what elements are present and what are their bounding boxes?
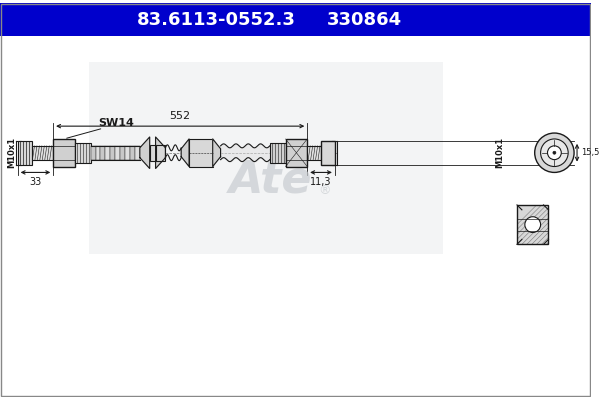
Circle shape xyxy=(547,146,561,160)
FancyBboxPatch shape xyxy=(130,146,135,160)
Text: SW14: SW14 xyxy=(98,118,134,128)
FancyBboxPatch shape xyxy=(125,146,130,160)
FancyBboxPatch shape xyxy=(53,139,75,166)
FancyBboxPatch shape xyxy=(149,145,155,161)
FancyBboxPatch shape xyxy=(100,146,106,160)
FancyBboxPatch shape xyxy=(32,146,53,160)
FancyBboxPatch shape xyxy=(115,146,120,160)
FancyBboxPatch shape xyxy=(321,141,335,164)
Text: M10x1: M10x1 xyxy=(496,137,505,168)
FancyBboxPatch shape xyxy=(110,146,115,160)
FancyBboxPatch shape xyxy=(89,62,443,254)
FancyBboxPatch shape xyxy=(517,205,548,244)
Text: 83.6113-0552.3: 83.6113-0552.3 xyxy=(137,11,296,29)
Polygon shape xyxy=(140,137,149,168)
Text: ®: ® xyxy=(319,184,331,197)
Text: M10x1: M10x1 xyxy=(7,137,16,168)
FancyBboxPatch shape xyxy=(155,145,166,161)
FancyBboxPatch shape xyxy=(120,146,125,160)
Circle shape xyxy=(553,151,556,154)
Text: 11,3: 11,3 xyxy=(310,177,332,187)
Text: Ate: Ate xyxy=(229,159,313,202)
FancyBboxPatch shape xyxy=(75,143,91,162)
Polygon shape xyxy=(155,137,166,168)
FancyBboxPatch shape xyxy=(0,3,591,36)
Text: 33: 33 xyxy=(29,177,41,187)
FancyBboxPatch shape xyxy=(106,146,110,160)
Circle shape xyxy=(525,217,541,232)
FancyBboxPatch shape xyxy=(91,146,95,160)
FancyBboxPatch shape xyxy=(18,141,32,164)
Circle shape xyxy=(541,139,568,166)
FancyBboxPatch shape xyxy=(135,146,140,160)
Polygon shape xyxy=(212,139,221,166)
Text: 330864: 330864 xyxy=(327,11,402,29)
FancyBboxPatch shape xyxy=(286,139,307,166)
FancyBboxPatch shape xyxy=(95,146,100,160)
FancyBboxPatch shape xyxy=(307,146,321,160)
FancyBboxPatch shape xyxy=(189,139,212,166)
Polygon shape xyxy=(181,139,189,166)
Text: 15,5: 15,5 xyxy=(581,148,599,157)
Text: 552: 552 xyxy=(170,111,191,121)
FancyBboxPatch shape xyxy=(270,143,286,162)
Circle shape xyxy=(535,133,574,172)
